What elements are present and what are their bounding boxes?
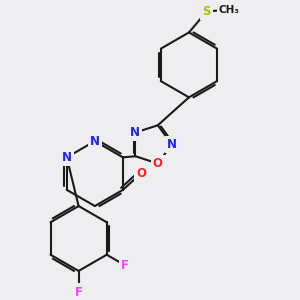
Text: F: F (75, 286, 83, 298)
Text: N: N (130, 126, 140, 139)
Text: N: N (167, 138, 177, 151)
Text: S: S (202, 5, 211, 18)
Text: N: N (90, 135, 100, 148)
Text: CH₃: CH₃ (219, 5, 240, 15)
Text: O: O (153, 157, 163, 170)
Text: N: N (62, 151, 72, 164)
Text: O: O (136, 167, 146, 180)
Text: F: F (121, 259, 129, 272)
